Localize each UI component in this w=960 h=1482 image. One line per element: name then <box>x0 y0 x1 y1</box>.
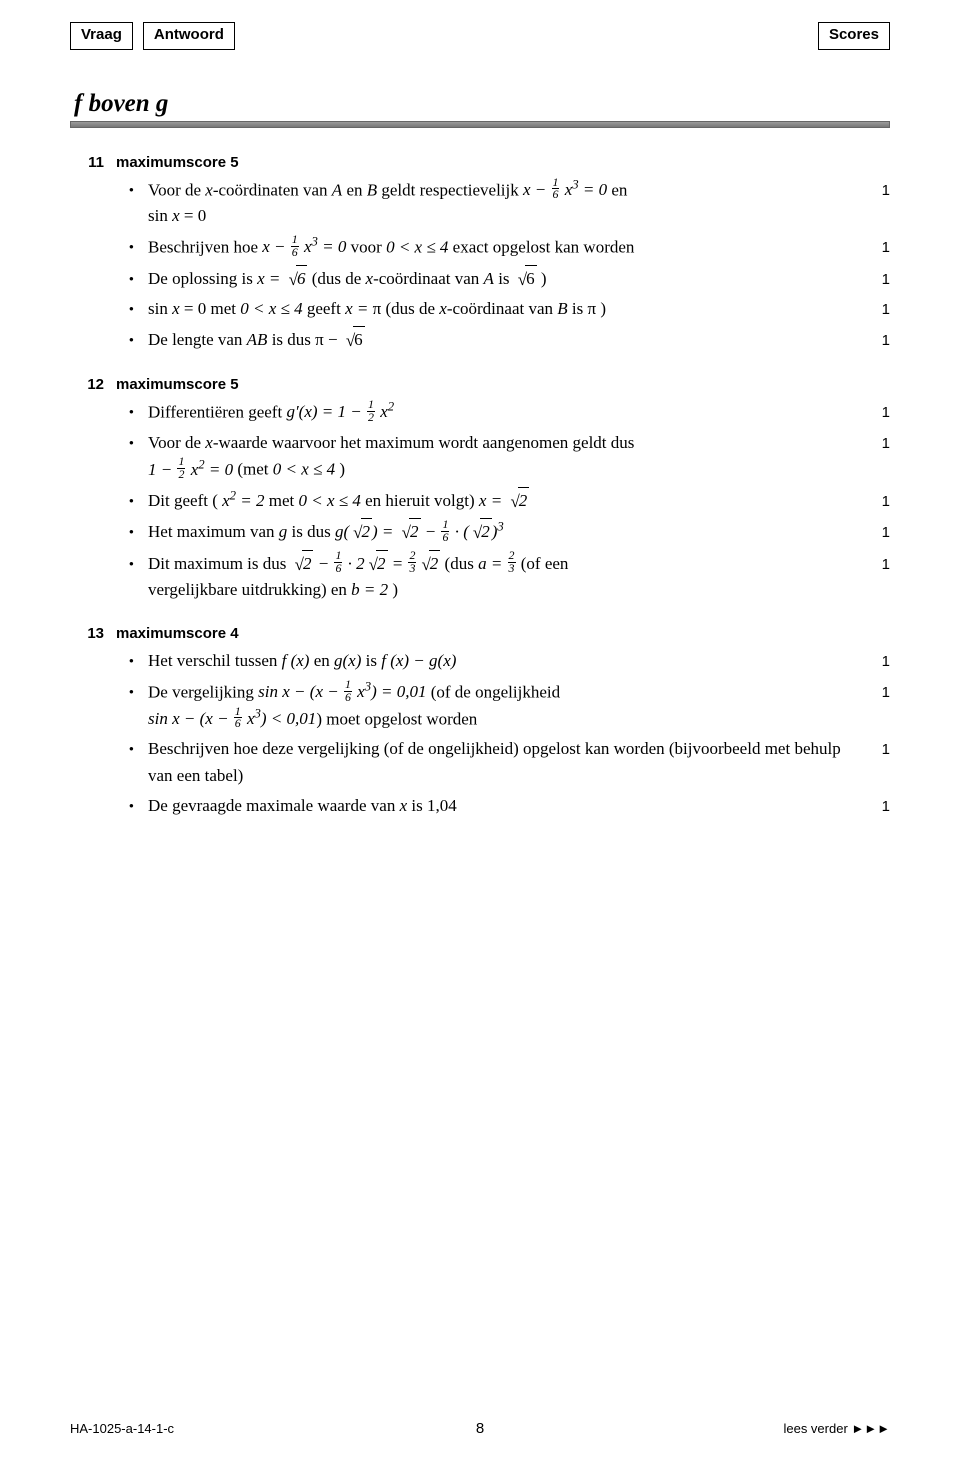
list-item: •Beschrijven hoe x − 16 x3 = 0 voor 0 < … <box>70 234 890 261</box>
item-score: 1 <box>850 490 890 513</box>
bullet-icon: • <box>70 796 148 819</box>
question-number: 13 <box>70 625 116 642</box>
bullet-icon: • <box>70 237 148 260</box>
item-text: Dit maximum is dus 2 − 16 · 22 = 232 (du… <box>148 550 850 604</box>
page-footer: HA-1025-a-14-1-c 8 lees verder ►►► <box>70 1421 890 1436</box>
item-text: De vergelijking sin x − (x − 16 x3) = 0,… <box>148 679 850 733</box>
question-12-heading: 12 maximumscore 5 <box>70 376 890 393</box>
item-text: Beschrijven hoe deze vergelijking (of de… <box>148 736 850 789</box>
section-title: f boven g <box>70 90 890 118</box>
bullet-icon: • <box>70 402 148 425</box>
list-item: •sin x = 0 met 0 < x ≤ 4 geeft x = π (du… <box>70 296 890 322</box>
item-text: Voor de x-coördinaten van A en B geldt r… <box>148 177 850 230</box>
bullet-icon: • <box>70 522 148 545</box>
item-text: Het maximum van g is dus g(2) = 2 − 16 ·… <box>148 518 850 545</box>
item-score: 1 <box>850 298 890 321</box>
item-score: 1 <box>850 521 890 544</box>
item-score: 1 <box>850 650 890 673</box>
list-item: •Differentiëren geeft g′(x) = 1 − 12 x21 <box>70 399 890 426</box>
bullet-icon: • <box>70 180 148 203</box>
footer-continue: lees verder ►►► <box>783 1421 890 1436</box>
header-vraag-box: Vraag <box>70 22 133 50</box>
item-text: Het verschil tussen f (x) en g(x) is f (… <box>148 648 850 674</box>
item-score: 1 <box>850 268 890 291</box>
list-item: •Beschrijven hoe deze vergelijking (of d… <box>70 736 890 789</box>
footer-page-number: 8 <box>476 1420 484 1437</box>
item-text: Differentiëren geeft g′(x) = 1 − 12 x2 <box>148 399 850 426</box>
item-score: 1 <box>850 553 890 576</box>
list-item: •Dit maximum is dus 2 − 16 · 22 = 232 (d… <box>70 550 890 604</box>
item-score: 1 <box>850 401 890 424</box>
item-text: sin x = 0 met 0 < x ≤ 4 geeft x = π (dus… <box>148 296 850 322</box>
list-item: •De gevraagde maximale waarde van x is 1… <box>70 793 890 819</box>
footer-code: HA-1025-a-14-1-c <box>70 1421 174 1436</box>
question-label: maximumscore 4 <box>116 625 239 642</box>
bullet-icon: • <box>70 330 148 353</box>
item-score: 1 <box>850 795 890 818</box>
bullet-icon: • <box>70 491 148 514</box>
list-item: •Het verschil tussen f (x) en g(x) is f … <box>70 648 890 674</box>
item-text: Dit geeft ( x2 = 2 met 0 < x ≤ 4 en hier… <box>148 487 850 514</box>
item-score: 1 <box>850 738 890 761</box>
item-score: 1 <box>850 432 890 455</box>
header-antwoord-box: Antwoord <box>143 22 235 50</box>
item-text: De lengte van AB is dus π − 6 <box>148 326 850 353</box>
question-number: 11 <box>70 154 116 171</box>
item-score: 1 <box>850 681 890 704</box>
header-row: Vraag Antwoord Scores <box>70 22 890 50</box>
question-number: 12 <box>70 376 116 393</box>
item-text: De oplossing is x = 6 (dus de x-coördina… <box>148 265 850 292</box>
bullet-icon: • <box>70 269 148 292</box>
item-score: 1 <box>850 179 890 202</box>
item-score: 1 <box>850 236 890 259</box>
item-text: Voor de x-waarde waarvoor het maximum wo… <box>148 430 850 483</box>
list-item: •Voor de x-waarde waarvoor het maximum w… <box>70 430 890 483</box>
bullet-icon: • <box>70 682 148 705</box>
list-item: •De vergelijking sin x − (x − 16 x3) = 0… <box>70 679 890 733</box>
bullet-icon: • <box>70 299 148 322</box>
header-scores-box: Scores <box>818 22 890 50</box>
question-label: maximumscore 5 <box>116 154 239 171</box>
item-text: Beschrijven hoe x − 16 x3 = 0 voor 0 < x… <box>148 234 850 261</box>
bullet-icon: • <box>70 554 148 577</box>
question-13-heading: 13 maximumscore 4 <box>70 625 890 642</box>
question-label: maximumscore 5 <box>116 376 239 393</box>
question-11-heading: 11 maximumscore 5 <box>70 154 890 171</box>
list-item: •Het maximum van g is dus g(2) = 2 − 16 … <box>70 518 890 545</box>
list-item: •De oplossing is x = 6 (dus de x-coördin… <box>70 265 890 292</box>
list-item: •Voor de x-coördinaten van A en B geldt … <box>70 177 890 230</box>
bullet-icon: • <box>70 651 148 674</box>
bullet-icon: • <box>70 739 148 762</box>
list-item: •De lengte van AB is dus π − 61 <box>70 326 890 353</box>
section-divider <box>70 121 890 128</box>
item-score: 1 <box>850 329 890 352</box>
bullet-icon: • <box>70 433 148 456</box>
list-item: •Dit geeft ( x2 = 2 met 0 < x ≤ 4 en hie… <box>70 487 890 514</box>
item-text: De gevraagde maximale waarde van x is 1,… <box>148 793 850 819</box>
